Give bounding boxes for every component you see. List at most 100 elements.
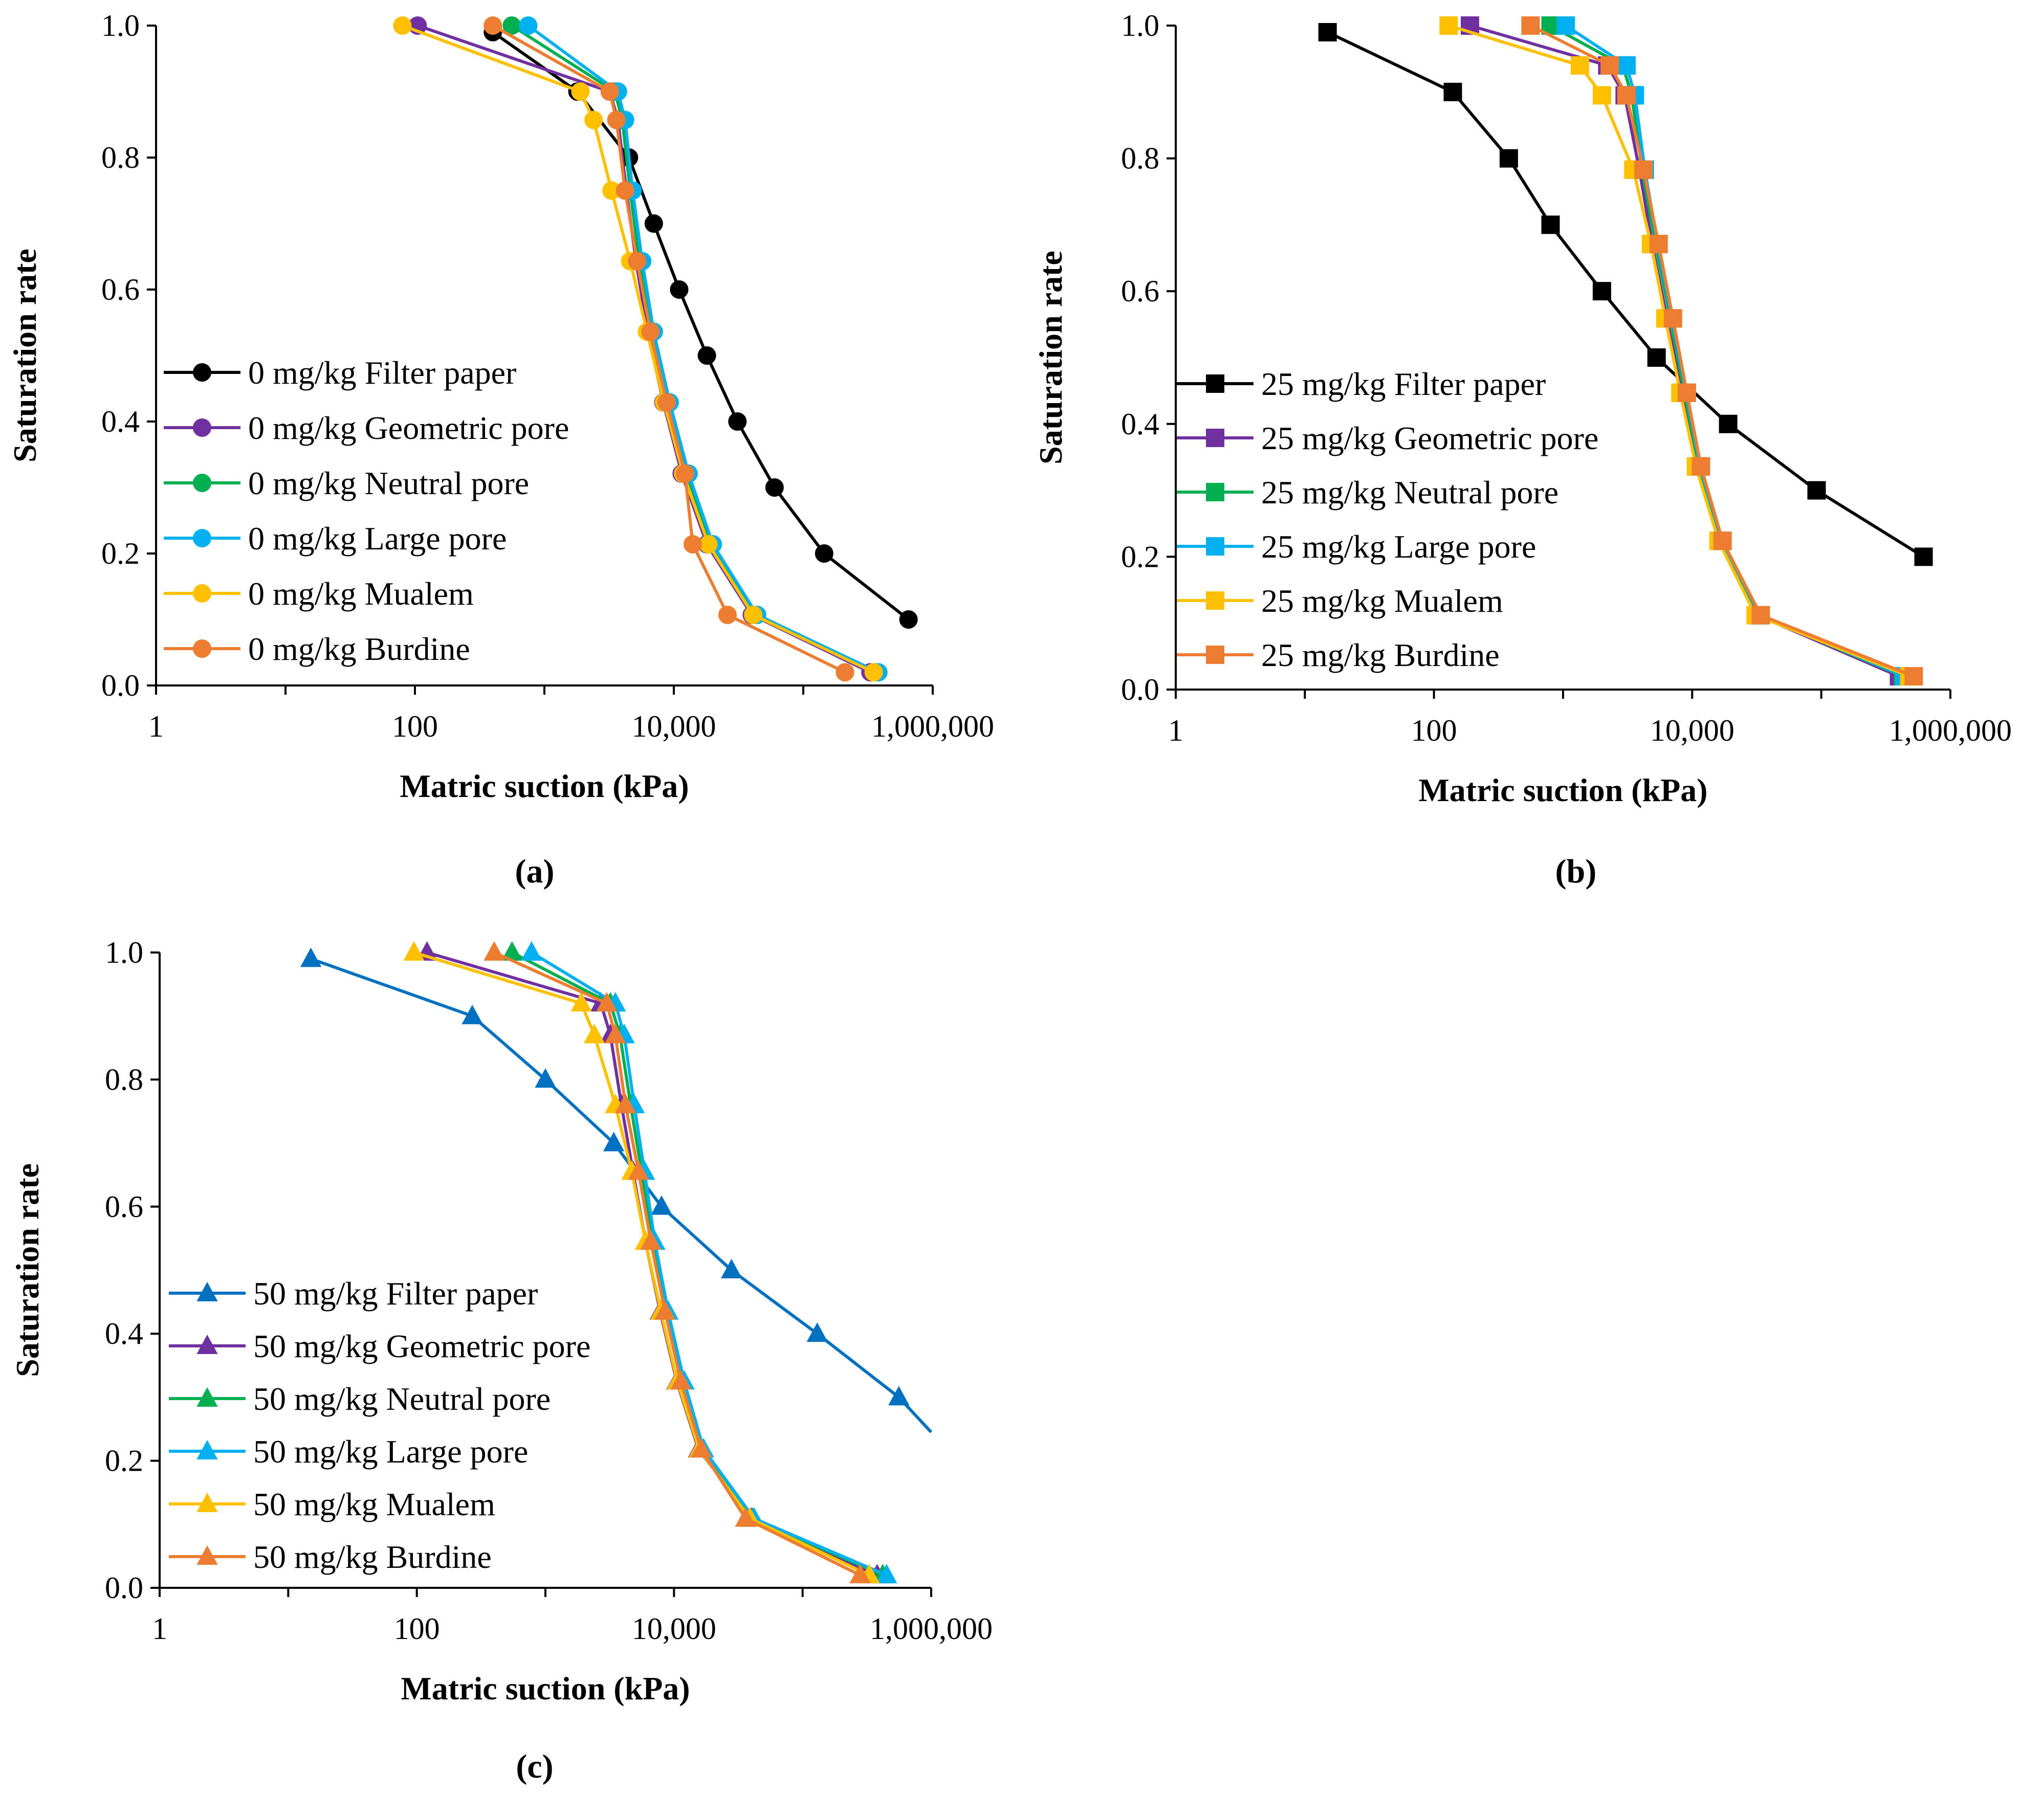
x-tick-label: 1 <box>152 1612 167 1646</box>
data-point <box>1634 160 1653 179</box>
data-point <box>657 393 676 412</box>
y-tick-label: 0.4 <box>1121 407 1159 441</box>
legend-item: 50 mg/kg Neutral pore <box>169 1381 551 1417</box>
legend-label: 25 mg/kg Burdine <box>1261 637 1500 673</box>
legend-marker <box>1206 429 1224 447</box>
legend-marker <box>193 418 211 437</box>
legend-item: 0 mg/kg Burdine <box>164 631 470 667</box>
data-point <box>888 1386 910 1406</box>
x-tick-label: 1,000,000 <box>871 710 994 743</box>
data-point <box>864 663 883 682</box>
data-point <box>393 16 412 35</box>
legend-label: 25 mg/kg Neutral pore <box>1261 474 1558 511</box>
data-point <box>683 535 702 553</box>
y-tick-label: 0.8 <box>101 141 140 174</box>
series-3 <box>501 941 893 1584</box>
legend-marker <box>1206 646 1224 664</box>
data-point <box>640 1230 662 1250</box>
legend-item: 0 mg/kg Geometric pore <box>164 410 569 446</box>
data-point <box>628 252 647 271</box>
data-point <box>570 992 592 1012</box>
data-point <box>1592 86 1611 105</box>
data-point <box>718 605 737 624</box>
data-point <box>603 1132 625 1151</box>
legend-item: 0 mg/kg Mualem <box>164 575 474 612</box>
x-axis-title: Matric suction (kPa) <box>1418 772 1707 808</box>
x-axis-title: Matric suction (kPa) <box>400 768 689 804</box>
data-point <box>300 947 322 967</box>
legend-label: 0 mg/kg Neutral pore <box>248 465 529 501</box>
data-point <box>1904 667 1923 686</box>
series-line <box>1565 24 1905 678</box>
y-tick-label: 1.0 <box>1121 9 1159 42</box>
plot-area <box>393 16 918 682</box>
legend-label: 50 mg/kg Filter paper <box>253 1275 538 1312</box>
series-line <box>511 24 876 674</box>
x-tick-label: 100 <box>394 1612 440 1646</box>
y-tick-label: 0.8 <box>105 1062 143 1096</box>
x-axis-title: Matric suction (kPa) <box>401 1670 690 1707</box>
data-point <box>815 544 833 563</box>
data-point <box>584 110 603 129</box>
data-point <box>641 322 660 341</box>
legend-item: 25 mg/kg Mualem <box>1177 583 1503 619</box>
series-line <box>492 24 846 674</box>
panel-caption: (c) <box>516 1748 553 1785</box>
x-tick-label: 1 <box>148 710 164 743</box>
legend-marker <box>196 1387 218 1407</box>
series-6 <box>483 16 854 682</box>
legend-marker <box>1206 374 1224 393</box>
data-point <box>654 1300 676 1320</box>
data-point <box>1914 547 1933 566</box>
series-4 <box>521 941 897 1584</box>
legend-label: 50 mg/kg Large pore <box>253 1433 528 1470</box>
data-point <box>519 16 538 35</box>
data-point <box>1617 86 1636 105</box>
y-tick-label: 0.4 <box>105 1317 143 1350</box>
data-point <box>1499 149 1518 168</box>
legend-label: 25 mg/kg Mualem <box>1261 583 1503 619</box>
legend-marker <box>196 1545 218 1565</box>
series-3 <box>1541 16 1913 686</box>
chart-panel-2: 0.0 0.2 0.4 0.6 0.8 1.0 1 100 10,000 1,000,000 Mat… <box>1032 9 2012 890</box>
legend: 0 mg/kg Filter paper 0 mg/kg Geometric po… <box>164 354 569 667</box>
data-point <box>1691 457 1710 476</box>
plot-area <box>300 941 933 1584</box>
data-point <box>1807 481 1826 500</box>
legend-marker <box>196 1281 218 1301</box>
y-axis-title: Saturation rate <box>1032 251 1069 464</box>
legend-label: 25 mg/kg Large pore <box>1261 528 1536 565</box>
data-point <box>744 605 763 624</box>
series-2 <box>408 16 880 682</box>
legend-item: 0 mg/kg Neutral pore <box>164 465 529 501</box>
data-point <box>670 280 689 299</box>
data-point <box>1592 282 1611 301</box>
data-point <box>596 992 618 1012</box>
legend-marker <box>193 363 211 382</box>
legend-marker <box>1206 483 1224 501</box>
y-axis-title: Saturation rate <box>9 1163 46 1377</box>
data-point <box>644 214 663 233</box>
data-point <box>483 16 502 35</box>
data-point <box>616 181 634 200</box>
legend-item: 25 mg/kg Large pore <box>1177 528 1536 565</box>
legend-marker <box>196 1439 218 1459</box>
x-tick-label: 10,000 <box>632 1612 716 1646</box>
data-point <box>1521 16 1540 35</box>
panel-caption: (a) <box>515 853 555 890</box>
series-line <box>531 951 887 1577</box>
data-point <box>607 110 626 129</box>
legend-label: 25 mg/kg Geometric pore <box>1261 420 1598 456</box>
y-tick-label: 0.8 <box>1121 142 1159 175</box>
chart-panel-3: 0.0 0.2 0.4 0.6 0.8 1.0 1 100 10,000 1,000,000 Mat… <box>9 936 993 1785</box>
series-line <box>1469 24 1900 678</box>
legend-label: 50 mg/kg Neutral pore <box>253 1381 551 1417</box>
x-tick-label: 100 <box>392 710 438 743</box>
legend-label: 50 mg/kg Mualem <box>253 1486 495 1522</box>
data-point <box>651 1195 672 1215</box>
data-point <box>806 1322 828 1342</box>
data-point <box>876 1564 897 1584</box>
data-point <box>1663 309 1682 328</box>
plot-area <box>1318 16 1933 686</box>
